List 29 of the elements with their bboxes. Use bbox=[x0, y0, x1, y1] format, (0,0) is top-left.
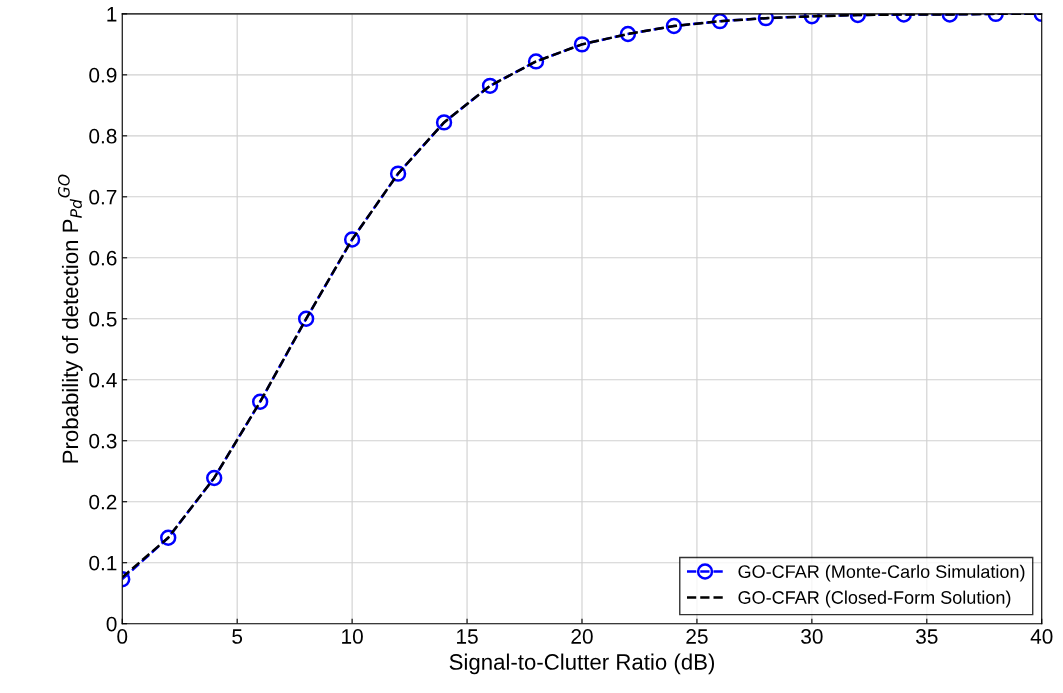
point bbox=[573, 36, 591, 53]
y-tick-label: 0.8 bbox=[89, 128, 117, 144]
x-tick-label: 5 bbox=[232, 629, 243, 644]
y-axis-title: Probability of detection P$_{Pd}$$^{GO}$ bbox=[57, 174, 83, 463]
x-tick-label: 30 bbox=[801, 629, 823, 644]
point bbox=[665, 17, 683, 35]
x-axis-title: Signal-to-Clutter Ratio (dB) bbox=[449, 653, 714, 675]
y-tick-label: 0.6 bbox=[89, 250, 117, 266]
x-tick-label: 15 bbox=[457, 629, 478, 644]
point bbox=[757, 13, 775, 27]
y-tick-label: 0 bbox=[106, 616, 117, 632]
y-tick-label: 0.7 bbox=[89, 189, 117, 205]
x-tick-label: 40 bbox=[1030, 629, 1053, 644]
point bbox=[435, 114, 453, 131]
point bbox=[206, 469, 223, 487]
y-tick-label: 1 bbox=[107, 7, 117, 22]
x-tick-label: 20 bbox=[571, 629, 593, 644]
y-tick-label: 0.1 bbox=[89, 555, 117, 571]
y-tick-label: 0.9 bbox=[89, 67, 117, 83]
y-tick-label: 0.4 bbox=[89, 372, 117, 388]
legend-label: GO-CFAR (Monte-Carlo Simulation) bbox=[738, 564, 1025, 582]
x-tick-label: 0 bbox=[117, 629, 128, 644]
x-tick-label: 10 bbox=[342, 629, 363, 644]
x-tick-label: 25 bbox=[686, 629, 708, 644]
y-tick-label: 0.5 bbox=[89, 311, 117, 327]
x-tick-label: 35 bbox=[916, 629, 938, 644]
y-tick-label: 0.3 bbox=[89, 433, 117, 449]
legend-label: GO-CFAR (Closed-Form Solution) bbox=[738, 590, 1011, 608]
y-tick-label: 0.2 bbox=[89, 494, 117, 510]
